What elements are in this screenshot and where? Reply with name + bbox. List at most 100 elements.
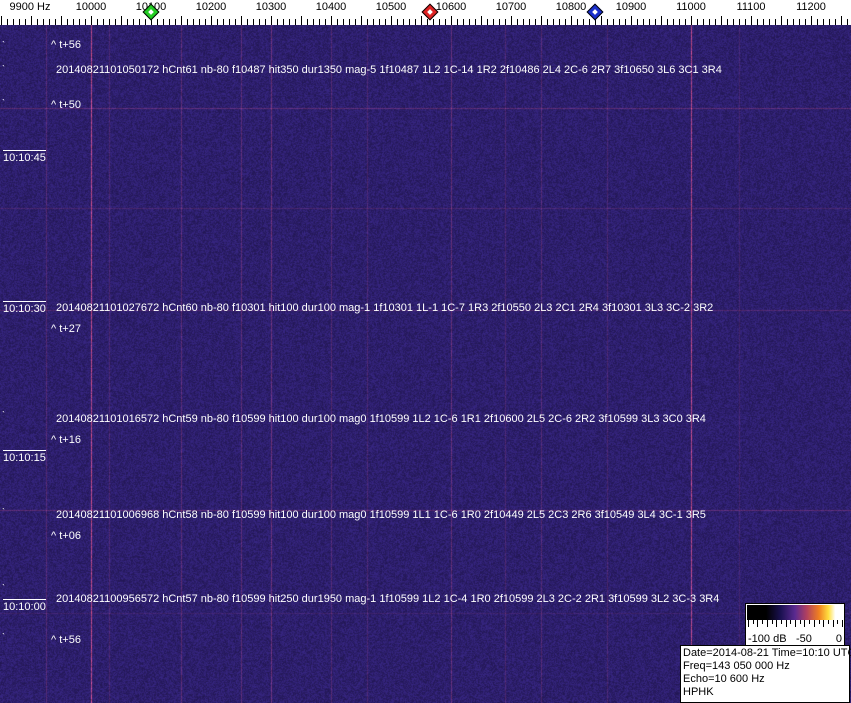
colorbar-tick <box>785 620 787 627</box>
colorbar-gradient <box>747 605 843 620</box>
axis-tick <box>727 19 728 25</box>
axis-tick <box>367 19 368 25</box>
axis-tick <box>457 19 458 25</box>
axis-tick <box>649 19 650 25</box>
axis-tick <box>175 19 176 25</box>
colorbar-tick <box>790 620 792 624</box>
axis-tick <box>847 19 848 25</box>
axis-tick <box>373 19 374 25</box>
axis-tick <box>469 19 470 25</box>
axis-tick <box>481 16 482 25</box>
axis-tick <box>187 19 188 25</box>
axis-tick <box>811 16 812 25</box>
axis-tick <box>109 19 110 25</box>
colorbar-tick <box>795 620 796 627</box>
waterfall-canvas <box>0 25 851 703</box>
axis-tick <box>361 16 362 25</box>
tick-label: 10800 <box>555 1 587 13</box>
axis-tick <box>193 19 194 25</box>
axis-tick <box>643 19 644 25</box>
axis-tick <box>301 16 302 25</box>
axis-tick <box>229 19 230 25</box>
colorbar-tick <box>842 620 843 627</box>
colorbar-mid-label: -50 <box>796 633 812 645</box>
axis-tick <box>433 19 434 25</box>
colorbar-tick <box>799 620 801 624</box>
axis-tick <box>205 19 206 25</box>
axis-tick <box>445 19 446 25</box>
axis-tick <box>781 16 782 25</box>
event-tick: ` <box>2 632 5 642</box>
axis-tick <box>61 16 62 25</box>
axis-tick <box>289 19 290 25</box>
axis-tick <box>151 16 152 25</box>
station-name: HPHK <box>683 686 714 698</box>
axis-tick <box>703 19 704 25</box>
event-tick: ` <box>2 40 5 50</box>
axis-tick <box>637 19 638 25</box>
axis-tick <box>259 19 260 25</box>
axis-tick <box>631 16 632 25</box>
axis-tick <box>139 19 140 25</box>
tick-label: 10000 <box>75 1 107 13</box>
axis-tick <box>415 19 416 25</box>
offset-label: ^ t+50 <box>51 99 81 111</box>
axis-tick <box>181 16 182 25</box>
time-label: 10:10:30 <box>3 301 46 315</box>
axis-tick <box>121 16 122 25</box>
tick-label: 10200 <box>195 1 227 13</box>
colorbar-tick <box>780 620 782 624</box>
event-tick: ` <box>2 64 5 74</box>
axis-tick <box>115 19 116 25</box>
axis-tick <box>13 19 14 25</box>
axis-tick <box>31 16 32 25</box>
colorbar-max-label: 0 <box>835 633 842 645</box>
axis-tick <box>661 16 662 25</box>
axis-tick <box>619 19 620 25</box>
axis-tick <box>163 19 164 25</box>
axis-tick <box>355 19 356 25</box>
axis-tick <box>817 19 818 25</box>
axis-tick <box>709 19 710 25</box>
event-text: 20140821101006968 hCnt58 nb-80 f10599 hi… <box>56 509 706 521</box>
axis-tick <box>91 16 92 25</box>
colorbar-tick <box>827 620 829 624</box>
axis-tick <box>829 19 830 25</box>
axis-tick <box>667 19 668 25</box>
offset-label: ^ t+27 <box>51 323 81 335</box>
event-text: 20140821101016572 hCnt59 nb-80 f10599 hi… <box>56 413 706 425</box>
colorbar-tick <box>823 620 825 627</box>
axis-tick <box>805 19 806 25</box>
event-tick: ` <box>2 410 5 420</box>
axis-tick <box>319 19 320 25</box>
axis-tick <box>553 19 554 25</box>
colorbar-tick <box>757 620 759 627</box>
axis-tick <box>217 19 218 25</box>
event-text: 20140821101027672 hCnt60 nb-80 f10301 hi… <box>56 302 714 314</box>
axis-tick <box>799 19 800 25</box>
axis-tick <box>439 19 440 25</box>
axis-tick <box>571 16 572 25</box>
colorbar-tick <box>762 620 764 624</box>
colorbar-tick <box>809 620 811 624</box>
axis-tick <box>541 16 542 25</box>
offset-label: ^ t+56 <box>51 39 81 51</box>
axis-tick <box>103 19 104 25</box>
axis-tick <box>67 19 68 25</box>
axis-tick <box>133 19 134 25</box>
axis-tick <box>493 19 494 25</box>
axis-tick <box>511 16 512 25</box>
colorbar-tick <box>776 620 778 627</box>
axis-tick <box>499 19 500 25</box>
axis-tick <box>625 19 626 25</box>
axis-tick <box>313 19 314 25</box>
axis-tick <box>307 19 308 25</box>
tick-label: 10400 <box>315 1 347 13</box>
axis-tick <box>535 19 536 25</box>
tick-label: 11200 <box>796 1 826 13</box>
axis-tick <box>73 19 74 25</box>
axis-tick <box>283 19 284 25</box>
axis-tick <box>25 19 26 25</box>
axis-tick <box>523 19 524 25</box>
